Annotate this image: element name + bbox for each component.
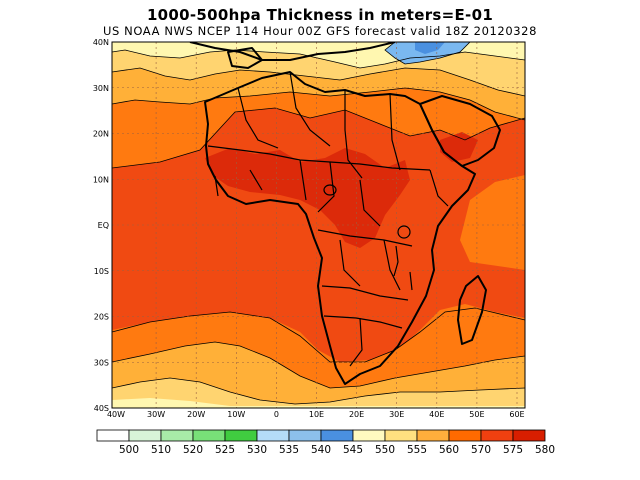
color-legend: 500 510 520 525 530 535 540 545 550 555 560 570 575 5…: [96, 429, 555, 456]
contour-fills: [112, 42, 525, 408]
lon-label: 30E: [389, 410, 404, 419]
contour-line: [112, 67, 525, 97]
iberia-coastline: [227, 47, 263, 69]
legend-value: 545: [343, 444, 363, 456]
border-line: [249, 169, 263, 191]
border-line: [237, 87, 279, 149]
contour-line: [112, 87, 525, 121]
lat-label: 40S: [94, 404, 109, 413]
map-frame: [111, 41, 526, 409]
map-subtitle: US NOAA NWS NCEP 114 Hour 00Z GFS foreca…: [102, 24, 538, 38]
legend-value: 510: [151, 444, 171, 456]
lon-label: 40W: [107, 410, 125, 419]
legend-swatch: [384, 429, 418, 442]
legend-swatch: [352, 429, 386, 442]
contour-line: [384, 42, 471, 65]
lat-label: 20S: [94, 313, 109, 322]
border-line: [317, 229, 413, 247]
border-line: [289, 71, 331, 147]
map-title: 1000-500hpa Thickness in meters=E-01: [146, 6, 494, 24]
gridlines: [112, 42, 525, 408]
lat-label: 20N: [93, 130, 109, 139]
lon-label: 10W: [227, 410, 245, 419]
legend-swatch: [224, 429, 258, 442]
border-line: [323, 315, 403, 329]
band-550-south: [112, 398, 525, 408]
lat-label: EQ: [98, 221, 109, 230]
border-line: [317, 161, 335, 213]
legend-value: 535: [279, 444, 299, 456]
lon-label: 40E: [429, 410, 444, 419]
contour-line: [112, 307, 525, 363]
border-line: [214, 175, 219, 197]
border-line: [389, 93, 401, 171]
border-line: [344, 90, 363, 179]
country-borders: [207, 71, 449, 367]
lon-label: 10E: [309, 410, 324, 419]
africa-coastline: [204, 71, 476, 385]
lat-label: 40N: [93, 38, 109, 47]
border-line: [383, 239, 401, 291]
lat-label: 10S: [94, 267, 109, 276]
border-line: [339, 239, 361, 287]
lake-tanganyika: [393, 245, 399, 277]
legend-swatch: [288, 429, 322, 442]
border-line: [299, 159, 307, 201]
lon-label: 20W: [187, 410, 205, 419]
lake-chad: [323, 184, 337, 196]
border-line: [321, 285, 409, 301]
legend-swatch: [448, 429, 482, 442]
legend-swatch: [480, 429, 514, 442]
legend-value: 560: [439, 444, 459, 456]
band-cold-core: [415, 42, 445, 54]
madagascar-coastline: [457, 275, 487, 345]
legend-swatch: [96, 429, 130, 442]
latitude-labels: 40N 30N 20N 10N EQ 10S 20S 30S 40S: [93, 38, 109, 413]
legend-value: 570: [471, 444, 491, 456]
legend-value: 550: [375, 444, 395, 456]
border-line: [359, 179, 381, 227]
legend-value: 530: [247, 444, 267, 456]
legend-swatch: [192, 429, 226, 442]
lon-label: 60E: [509, 410, 524, 419]
lon-label: 30W: [147, 410, 165, 419]
lat-label: 30S: [94, 358, 109, 367]
europe-coastline: [189, 42, 396, 61]
border-line: [429, 169, 449, 207]
legend-value: 555: [407, 444, 427, 456]
legend-value: 575: [503, 444, 523, 456]
band-580-east: [440, 132, 478, 162]
band-555-south: [112, 378, 525, 408]
legend-value: 540: [311, 444, 331, 456]
coastlines: [189, 42, 501, 385]
legend-swatch: [160, 429, 194, 442]
lat-label: 30N: [93, 84, 109, 93]
lat-label: 10N: [93, 175, 109, 184]
lakes: [323, 184, 413, 291]
legend-value: 525: [215, 444, 235, 456]
legend-value: 520: [183, 444, 203, 456]
border-line: [207, 145, 431, 171]
contour-line: [112, 341, 525, 389]
lake-victoria: [397, 225, 411, 239]
lon-label: 20E: [349, 410, 364, 419]
legend-swatch: [320, 429, 354, 442]
lon-label: 0: [274, 410, 279, 419]
border-line: [349, 317, 363, 367]
legend-swatch: [128, 429, 162, 442]
contour-line: [112, 377, 525, 405]
legend-swatch: [512, 429, 546, 442]
lake-malawi: [409, 271, 413, 291]
legend-value: 500: [119, 444, 139, 456]
legend-swatch: [256, 429, 290, 442]
longitude-labels: 40W 30W 20W 10W 0 10E 20E 30E 40E 50E 60E: [107, 410, 525, 419]
legend-swatch: [416, 429, 450, 442]
contour-lines: [112, 42, 525, 405]
arabia-coastline: [419, 95, 501, 167]
lon-label: 50E: [469, 410, 484, 419]
legend-value: 580: [535, 444, 555, 456]
